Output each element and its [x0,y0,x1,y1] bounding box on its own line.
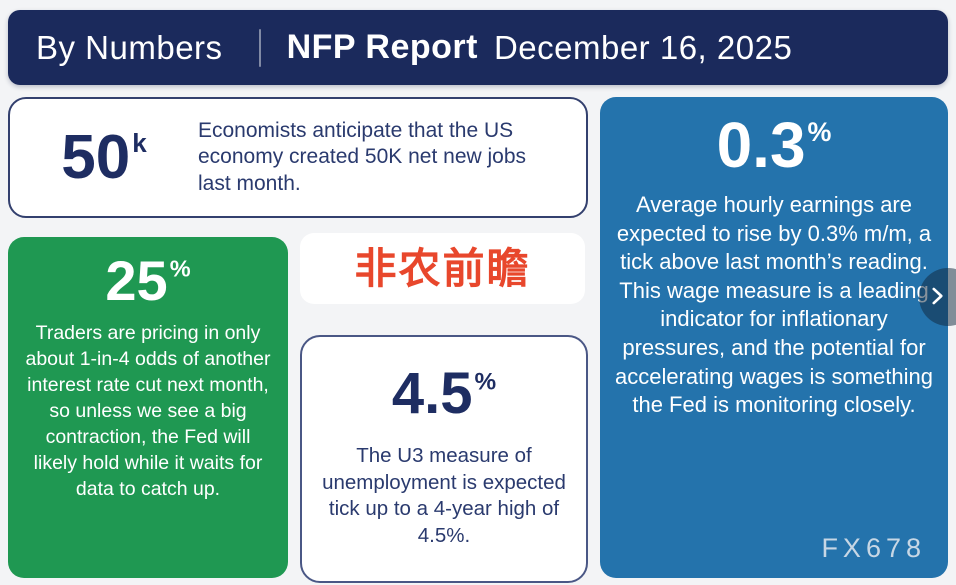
rate-cut-text: Traders are pricing in only about 1-in-4… [25,322,271,500]
earnings-value: 0.3% [600,113,948,177]
fx678-watermark: FX678 [821,533,926,563]
header-report-title: NFP Report [286,28,478,66]
jobs-text: Economists anticipate that the US econom… [198,118,527,195]
earnings-value-number: 0.3 [716,109,806,181]
earnings-card: 0.3% Average hourly earnings are expecte… [600,97,948,578]
unemployment-card: 4.5% The U3 measure of unemployment is e… [300,335,588,583]
jobs-value-unit: k [132,127,147,158]
unemployment-value-unit: % [474,368,497,396]
jobs-value: 50k [10,126,198,189]
rate-cut-value: 25% [8,253,288,309]
rate-cut-value-number: 25 [105,249,168,312]
unemployment-value: 4.5% [302,365,586,423]
earnings-value-unit: % [807,116,832,147]
rate-cut-card: 25% Traders are pricing in only about 1-… [8,237,288,578]
preview-label: 非农前瞻 [354,244,531,292]
jobs-value-number: 50 [61,122,131,192]
jobs-card: 50k Economists anticipate that the US ec… [8,97,588,218]
preview-card: 非农前瞻 [300,233,585,304]
chevron-right-icon [924,283,956,312]
header-bar: By Numbers NFP Report December 16, 2025 [8,10,948,85]
header-left-label: By Numbers [36,28,223,66]
rate-cut-value-unit: % [169,255,191,282]
header-divider [258,28,261,67]
header-date: December 16, 2025 [493,28,793,66]
unemployment-value-number: 4.5 [391,361,473,426]
earnings-text: Average hourly earnings are expected to … [615,192,933,418]
unemployment-text: The U3 measure of unemployment is expect… [322,444,566,547]
